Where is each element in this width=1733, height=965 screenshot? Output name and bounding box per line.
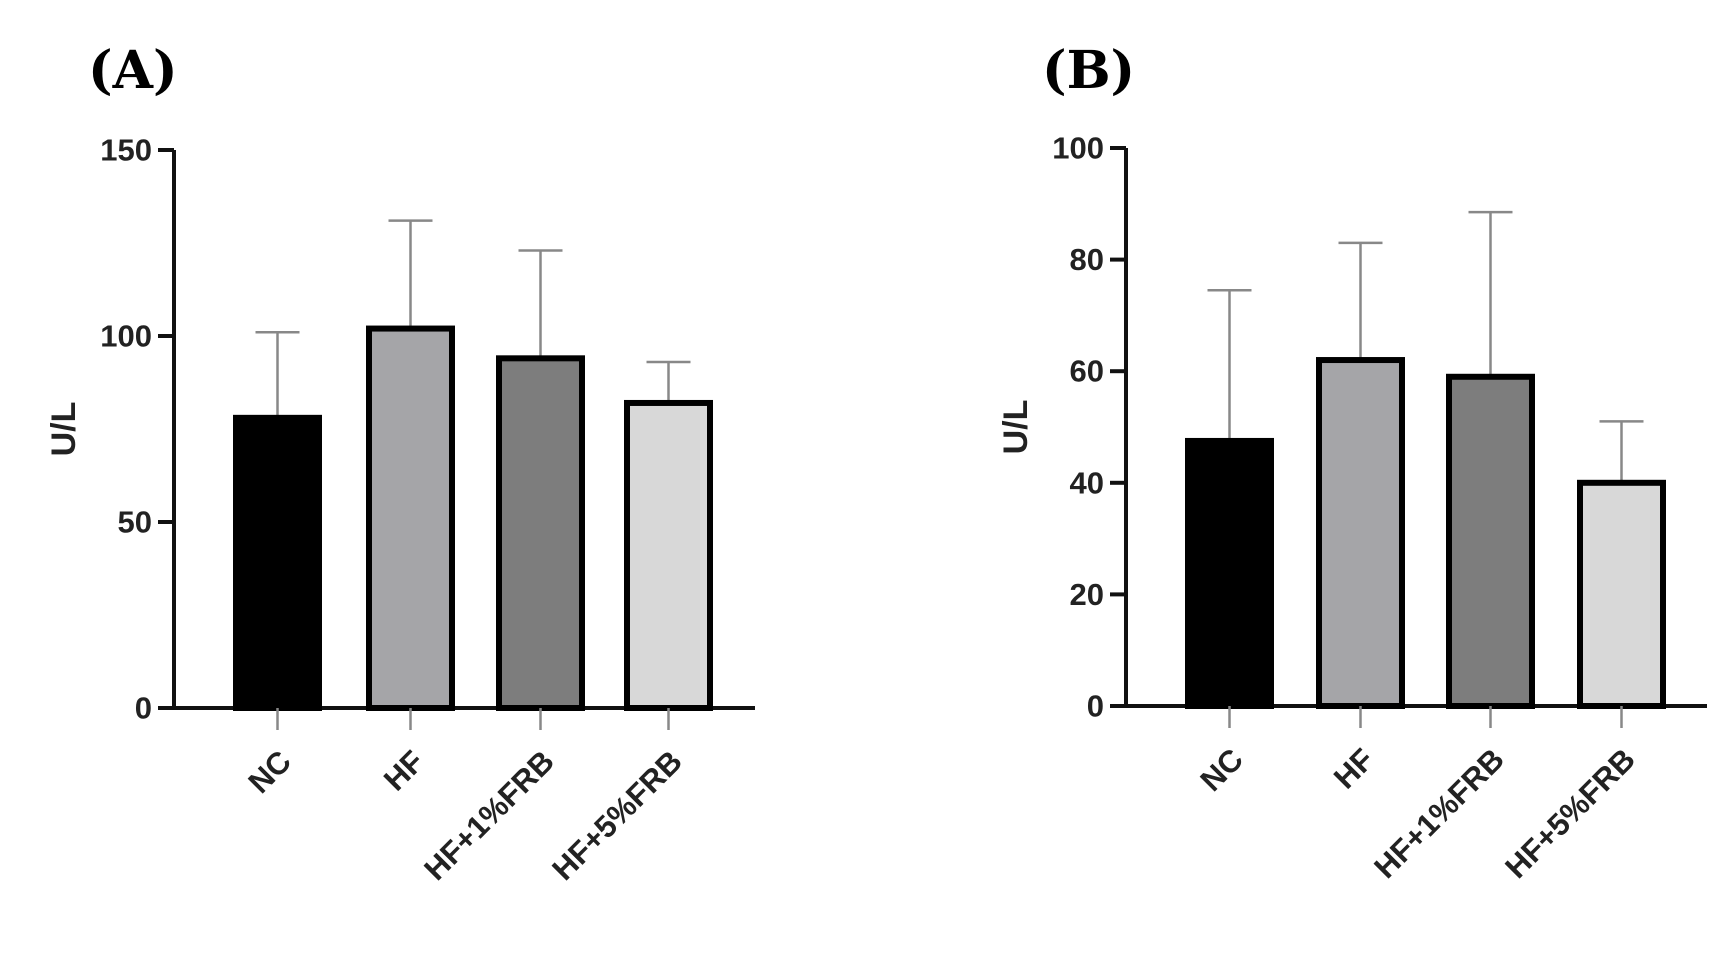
x-tick-label: HF bbox=[377, 744, 431, 798]
y-axis-title: U/L bbox=[997, 400, 1035, 455]
x-tick-label: HF+5%FRB bbox=[545, 744, 689, 888]
y-tick-label: 50 bbox=[118, 505, 152, 540]
y-tick-label: 100 bbox=[100, 319, 152, 354]
y-tick-label: 100 bbox=[1052, 131, 1104, 166]
y-tick-label: 0 bbox=[135, 691, 152, 726]
bar bbox=[1185, 437, 1274, 709]
y-axis-title: U/L bbox=[45, 402, 83, 457]
x-tick-label: NC bbox=[241, 744, 297, 800]
bar bbox=[366, 325, 455, 711]
y-tick-label: 60 bbox=[1070, 354, 1104, 389]
panel-label: (A) bbox=[88, 40, 178, 101]
x-tick-label: HF+1%FRB bbox=[417, 744, 561, 888]
y-tick-label: 150 bbox=[100, 133, 152, 168]
bar bbox=[233, 414, 322, 711]
x-tick-label: HF bbox=[1327, 742, 1381, 796]
bar bbox=[1446, 373, 1535, 709]
bar bbox=[1577, 479, 1666, 709]
bar bbox=[496, 355, 585, 711]
y-tick-label: 20 bbox=[1070, 577, 1104, 612]
x-tick-label: HF+1%FRB bbox=[1367, 742, 1511, 886]
bar bbox=[624, 399, 713, 711]
x-tick-label: HF+5%FRB bbox=[1498, 742, 1642, 886]
y-tick-label: 0 bbox=[1087, 689, 1104, 724]
bar bbox=[1316, 357, 1405, 709]
panel-label: (B) bbox=[1042, 40, 1135, 101]
x-tick-label: NC bbox=[1193, 742, 1249, 798]
y-tick-label: 40 bbox=[1070, 465, 1104, 500]
y-tick-label: 80 bbox=[1070, 242, 1104, 277]
